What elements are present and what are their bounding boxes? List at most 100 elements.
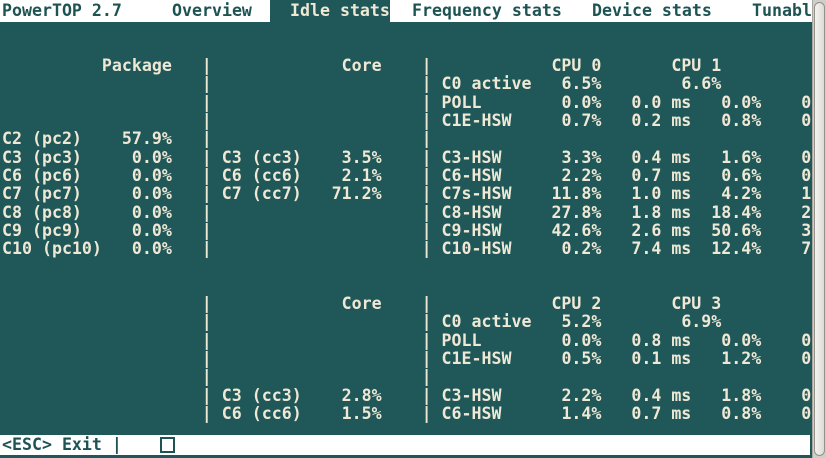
percent-value: 6.6%	[681, 74, 722, 94]
percent-value: 0.2%	[561, 239, 602, 259]
row-c6-2: | C6 (cc6) 1.5% | C6-HSW 1.4% 0.7 ms 0.8% 0	[0, 404, 812, 424]
separator: |	[201, 239, 212, 259]
truncated-value: 1	[801, 184, 812, 204]
separator: |	[201, 165, 212, 185]
cstate-label: C3 (pc3)	[2, 147, 82, 167]
truncated-value: 0	[801, 92, 812, 112]
separator: |	[421, 74, 432, 94]
truncated-value: 0	[801, 349, 812, 369]
cstate-label: C8-HSW	[441, 202, 502, 222]
cstate-label: C9 (pc9)	[2, 220, 82, 240]
row-c8: C8 (pc8) 0.0% | | C8-HSW 27.8% 1.8 ms 18.4% 2	[0, 202, 812, 223]
percent-value: 0.0%	[131, 165, 172, 185]
ms-value: 0.7 ms	[631, 404, 692, 424]
cstate-label: C1E-HSW	[441, 110, 512, 130]
percent-value: 1.5%	[341, 404, 382, 424]
cstate-label: C6 (cc6)	[221, 404, 302, 424]
column-header-cpu0: CPU 0	[551, 55, 602, 75]
percent-value: 2.2%	[561, 385, 602, 405]
cstate-label: C3 (cc3)	[221, 385, 302, 405]
percent-value: 3.5%	[341, 147, 382, 167]
cstate-label: C2 (pc2)	[2, 129, 82, 149]
percent-value: 0.0%	[131, 220, 172, 240]
percent-value: 6.5%	[561, 74, 602, 94]
row-package-c2: C2 (pc2) 57.9% | |	[0, 129, 812, 149]
cstate-label: C0 active	[441, 74, 532, 94]
scrollbar-thumb[interactable]	[814, 2, 825, 456]
percent-value: 0.5%	[561, 349, 602, 369]
separator: |	[421, 92, 432, 112]
cstate-label: C10 (pc10)	[2, 239, 102, 259]
row-spacer: | |	[0, 368, 812, 387]
percent-value: 2.8%	[341, 385, 382, 405]
cstate-label: C7s-HSW	[441, 184, 512, 204]
percent-value: 1.6%	[721, 147, 762, 167]
percent-value: 0.0%	[131, 239, 172, 259]
cstate-label: C7 (cc7)	[221, 184, 302, 204]
cstate-label: C6-HSW	[441, 404, 502, 424]
separator: |	[421, 239, 432, 259]
row-c0-active: | | C0 active 6.5% 6.6%	[0, 74, 812, 94]
header-row-cpu01: Package | Core | CPU 0 CPU 1	[0, 55, 812, 76]
separator: |	[201, 129, 212, 149]
percent-value: 6.9%	[681, 312, 722, 332]
percent-value: 0.0%	[561, 330, 602, 350]
cstate-label: C0 active	[441, 312, 532, 332]
separator: |	[201, 385, 212, 405]
truncated-value: 0	[801, 404, 812, 424]
row-c3: C3 (pc3) 0.0% | C3 (cc3) 3.5% | C3-HSW 3.3% 0.4 …	[0, 147, 812, 168]
separator: |	[201, 220, 212, 240]
percent-value: 5.2%	[561, 312, 602, 332]
separator: |	[201, 110, 212, 130]
percent-value: 18.4%	[711, 202, 762, 222]
percent-value: 50.6%	[711, 220, 762, 240]
ms-value: 0.4 ms	[631, 147, 692, 167]
ms-value: 0.8 ms	[631, 330, 692, 350]
truncated-value: 3	[801, 220, 812, 240]
separator: |	[421, 330, 432, 350]
tab-device-stats[interactable]: Device stats	[592, 1, 712, 20]
percent-value: 2.1%	[341, 165, 382, 185]
tab-overview[interactable]: Overview	[172, 1, 252, 20]
cstate-label: C6 (cc6)	[221, 165, 302, 185]
separator: |	[421, 385, 432, 405]
separator: |	[201, 55, 212, 75]
row-c6: C6 (pc6) 0.0% | C6 (cc6) 2.1% | C6-HSW 2.2% 0.7 …	[0, 165, 812, 186]
exit-hint: <ESC> Exit |	[2, 435, 122, 454]
truncated-value: 0	[801, 385, 812, 405]
tab-idle-stats[interactable]: Idle stats	[270, 0, 390, 22]
cstate-label: C1E-HSW	[441, 349, 512, 369]
percent-value: 12.4%	[711, 239, 762, 259]
truncated-value: 7	[801, 239, 812, 259]
percent-value: 3.3%	[561, 147, 602, 167]
percent-value: 57.9%	[121, 129, 172, 149]
percent-value: 71.2%	[331, 184, 382, 204]
separator: |	[201, 367, 212, 387]
separator: |	[421, 404, 432, 424]
tab-frequency-stats[interactable]: Frequency stats	[412, 1, 562, 20]
ms-value: 0.2 ms	[631, 110, 692, 130]
percent-value: 0.7%	[561, 110, 602, 130]
ms-value: 0.0 ms	[631, 92, 692, 112]
row-c3-2: | C3 (cc3) 2.8% | C3-HSW 2.2% 0.4 ms 1.8% 0	[0, 385, 812, 406]
percent-value: 1.4%	[561, 404, 602, 424]
percent-value: 1.8%	[721, 385, 762, 405]
tab-tunables[interactable]: Tunabl	[752, 1, 812, 20]
percent-value: 42.6%	[551, 220, 602, 240]
column-header-cpu1: CPU 1	[671, 55, 722, 75]
cstate-label: C6 (pc6)	[2, 165, 82, 185]
ms-value: 0.7 ms	[631, 165, 692, 185]
row-c1e-hsw-2: | | C1E-HSW 0.5% 0.1 ms 1.2% 0	[0, 349, 812, 369]
separator: |	[421, 294, 432, 314]
separator: |	[201, 202, 212, 222]
separator: |	[421, 220, 432, 240]
separator: |	[421, 147, 432, 167]
cstate-label: POLL	[441, 92, 482, 112]
cstate-label: POLL	[441, 330, 482, 350]
percent-value: 0.0%	[131, 184, 172, 204]
separator: |	[421, 184, 432, 204]
scrollbar	[812, 0, 826, 458]
separator: |	[201, 184, 212, 204]
